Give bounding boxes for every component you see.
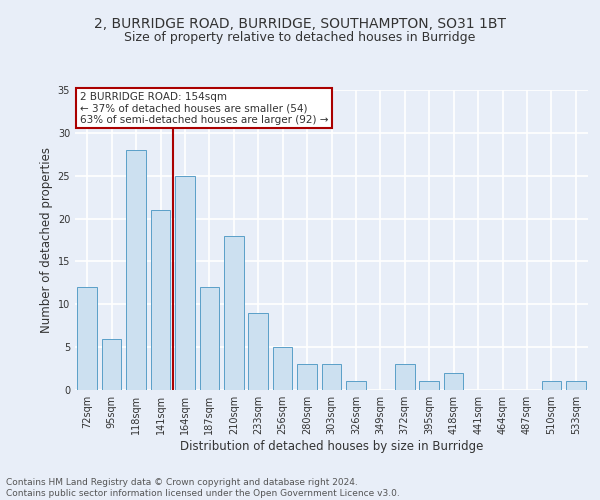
Bar (77, 287, 97, 390)
Bar (248, 313, 268, 390)
Bar (127, 150, 146, 390)
Bar (175, 176, 194, 390)
Bar (151, 210, 170, 390)
Bar (419, 382, 439, 390)
Bar (102, 338, 121, 390)
Bar (273, 347, 292, 390)
Bar (224, 236, 244, 390)
Text: Contains HM Land Registry data © Crown copyright and database right 2024.
Contai: Contains HM Land Registry data © Crown c… (6, 478, 400, 498)
Text: 2, BURRIDGE ROAD, BURRIDGE, SOUTHAMPTON, SO31 1BT: 2, BURRIDGE ROAD, BURRIDGE, SOUTHAMPTON,… (94, 18, 506, 32)
Bar (444, 373, 463, 390)
Bar (346, 382, 366, 390)
Text: Size of property relative to detached houses in Burridge: Size of property relative to detached ho… (124, 31, 476, 44)
Y-axis label: Number of detached properties: Number of detached properties (40, 147, 53, 333)
Bar (297, 364, 317, 390)
Text: 2 BURRIDGE ROAD: 154sqm
← 37% of detached houses are smaller (54)
63% of semi-de: 2 BURRIDGE ROAD: 154sqm ← 37% of detache… (80, 92, 329, 124)
X-axis label: Distribution of detached houses by size in Burridge: Distribution of detached houses by size … (180, 440, 483, 453)
Bar (566, 382, 586, 390)
Bar (395, 364, 415, 390)
Bar (542, 382, 561, 390)
Bar (322, 364, 341, 390)
Bar (200, 287, 219, 390)
